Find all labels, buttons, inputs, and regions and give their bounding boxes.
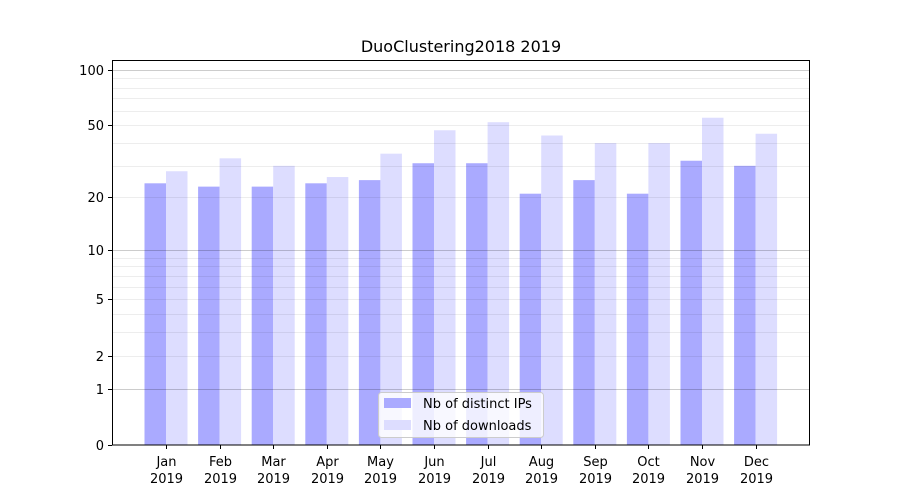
bar-downloads-oct (648, 143, 670, 446)
x-tick-label-year: 2019 (579, 472, 612, 487)
bar-downloads-sep (594, 143, 617, 446)
x-tick-label-month: May (367, 455, 394, 470)
x-tick-label-month: Mar (261, 455, 286, 470)
x-tick-label-month: Apr (316, 455, 339, 470)
x-tick-label-year: 2019 (472, 472, 505, 487)
y-tick-label: 20 (87, 191, 104, 206)
legend-label-downloads: Nb of downloads (423, 419, 532, 434)
bar-distinct-ips-mar (251, 186, 274, 445)
bar-distinct-ips-jan (144, 183, 166, 445)
x-tick-label-year: 2019 (740, 472, 773, 487)
x-tick-label-year: 2019 (257, 472, 290, 487)
x-tick-label-month: Sep (583, 455, 608, 470)
bar-distinct-ips-sep (573, 180, 595, 445)
bar-distinct-ips-apr (305, 183, 327, 445)
x-tick-label-month: Jun (423, 455, 444, 470)
bar-distinct-ips-aug (519, 193, 542, 445)
bar-distinct-ips-dec (734, 165, 756, 446)
x-tick-label-month: Jan (155, 455, 176, 470)
bar-downloads-mar (273, 165, 295, 446)
x-tick-label-year: 2019 (364, 472, 397, 487)
legend-swatch-distinct-ips (384, 398, 411, 408)
chart-title: DuoClustering2018 2019 (361, 37, 561, 56)
y-tick-label: 10 (87, 244, 104, 259)
legend-swatch-downloads (384, 420, 411, 430)
x-tick-label-year: 2019 (686, 472, 719, 487)
bar-downloads-may (380, 153, 402, 446)
bar-downloads-apr (326, 177, 349, 445)
x-tick-label-year: 2019 (632, 472, 665, 487)
bar-downloads-feb (219, 158, 242, 446)
bar-downloads-jul (487, 122, 510, 445)
x-tick-label-month: Dec (744, 455, 769, 470)
x-tick-label-year: 2019 (418, 472, 451, 487)
bar-distinct-ips-oct (626, 193, 649, 445)
bar-downloads-nov (702, 117, 724, 446)
y-tick-label: 1 (96, 383, 104, 398)
x-tick-label-year: 2019 (311, 472, 344, 487)
plot-frame (112, 60, 810, 446)
bar-downloads-dec (755, 133, 778, 445)
y-tick-label: 50 (87, 119, 104, 134)
y-tick-label: 100 (79, 64, 104, 79)
y-tick-label: 2 (96, 350, 104, 365)
y-tick-label: 0 (96, 439, 104, 454)
bar-distinct-ips-feb (198, 186, 220, 445)
x-tick-label-month: Oct (637, 455, 659, 470)
bar-distinct-ips-jun (412, 163, 434, 445)
bar-distinct-ips-nov (680, 160, 702, 445)
x-tick-label-month: Aug (529, 455, 554, 470)
bar-downloads-jan (166, 171, 188, 446)
x-tick-label-year: 2019 (204, 472, 237, 487)
x-tick-label-year: 2019 (525, 472, 558, 487)
x-tick-label-month: Jul (480, 455, 497, 470)
bar-distinct-ips-may (358, 180, 381, 445)
bar-downloads-aug (541, 135, 563, 445)
legend-label-distinct-ips: Nb of distinct IPs (423, 397, 532, 412)
bar-distinct-ips-jul (466, 163, 488, 445)
y-tick-label: 5 (96, 293, 104, 308)
bar-downloads-jun (434, 130, 456, 445)
x-tick-label-year: 2019 (150, 472, 183, 487)
x-tick-label-month: Feb (209, 455, 232, 470)
x-tick-label-month: Nov (690, 455, 716, 470)
legend-box (378, 392, 544, 438)
legend: Nb of distinct IPs Nb of downloads (378, 392, 544, 438)
